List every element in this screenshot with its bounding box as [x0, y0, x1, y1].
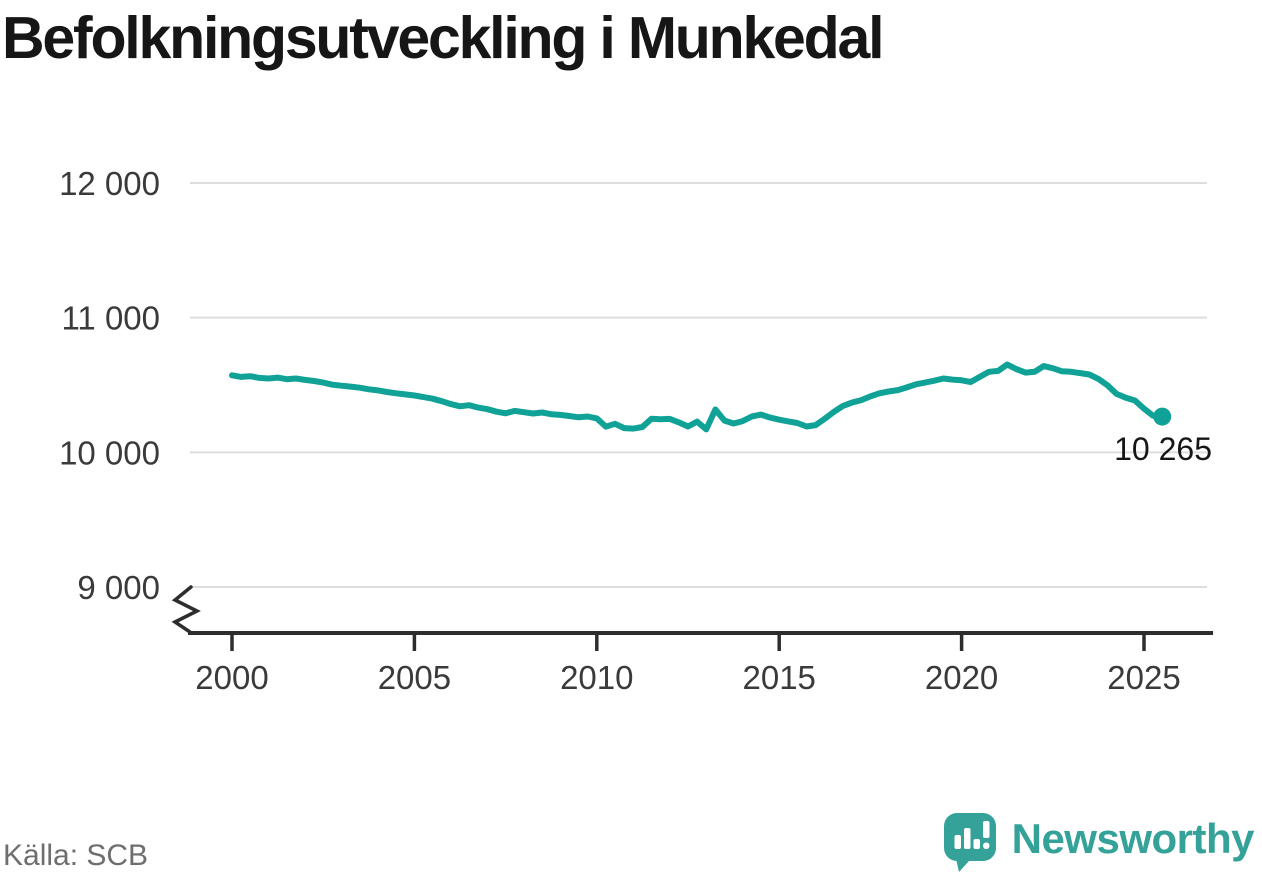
end-point-marker	[1153, 407, 1172, 426]
y-tick-label: 9 000	[77, 569, 160, 606]
newsworthy-logo-icon	[943, 813, 996, 872]
logo-bar-icon	[963, 828, 971, 849]
y-tick-label: 10 000	[59, 434, 160, 471]
newsworthy-logo-text: Newsworthy	[1011, 815, 1255, 862]
logo-exclamation-dot	[982, 842, 990, 849]
x-tick-label: 2015	[742, 659, 815, 696]
newsworthy-logo: Newsworthy	[941, 811, 1255, 873]
axis-break-icon	[171, 585, 201, 634]
y-tick-label: 11 000	[62, 300, 160, 337]
x-tick-label: 2025	[1107, 659, 1180, 696]
page-title: Befolkningsutveckling i Munkedal	[2, 5, 885, 71]
source-caption: Källa: SCB	[3, 839, 149, 872]
population-line	[229, 361, 1166, 433]
x-tick-label: 2005	[378, 659, 451, 696]
end-value-label: 10 265	[1114, 431, 1212, 467]
x-tick-label: 2020	[925, 659, 998, 696]
logo-bar-icon	[954, 835, 961, 849]
y-tick-label: 12 000	[59, 165, 160, 202]
logo-bar-icon	[973, 839, 980, 849]
x-tick-label: 2000	[195, 659, 268, 696]
logo-exclamation-icon	[982, 821, 990, 838]
x-tick-label: 2010	[560, 659, 633, 696]
